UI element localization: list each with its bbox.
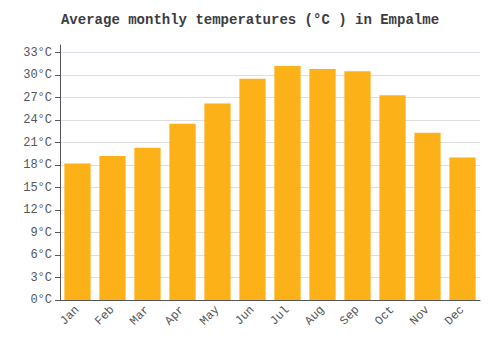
svg-text:Nov: Nov: [407, 303, 432, 328]
svg-text:15°C: 15°C: [23, 181, 52, 195]
svg-text:Apr: Apr: [162, 303, 187, 328]
svg-text:Jul: Jul: [267, 303, 292, 328]
svg-text:Sep: Sep: [337, 303, 362, 328]
svg-text:Mar: Mar: [127, 303, 152, 328]
svg-text:18°C: 18°C: [23, 158, 52, 172]
svg-text:27°C: 27°C: [23, 91, 52, 105]
svg-text:12°C: 12°C: [23, 203, 52, 217]
svg-text:0°C: 0°C: [30, 293, 52, 307]
svg-text:33°C: 33°C: [23, 46, 52, 60]
svg-text:24°C: 24°C: [23, 113, 52, 127]
svg-text:30°C: 30°C: [23, 68, 52, 82]
svg-text:Average monthly temperatures (: Average monthly temperatures (°C ) in Em…: [61, 12, 439, 28]
svg-text:Dec: Dec: [442, 303, 467, 328]
svg-text:May: May: [197, 303, 222, 328]
svg-text:Oct: Oct: [372, 303, 397, 328]
svg-text:Feb: Feb: [92, 303, 117, 328]
svg-text:9°C: 9°C: [30, 226, 52, 240]
svg-text:6°C: 6°C: [30, 248, 52, 262]
svg-text:Jan: Jan: [57, 303, 82, 328]
svg-text:3°C: 3°C: [30, 271, 52, 285]
svg-text:Jun: Jun: [232, 303, 257, 328]
svg-text:21°C: 21°C: [23, 136, 52, 150]
svg-text:Aug: Aug: [302, 303, 327, 328]
